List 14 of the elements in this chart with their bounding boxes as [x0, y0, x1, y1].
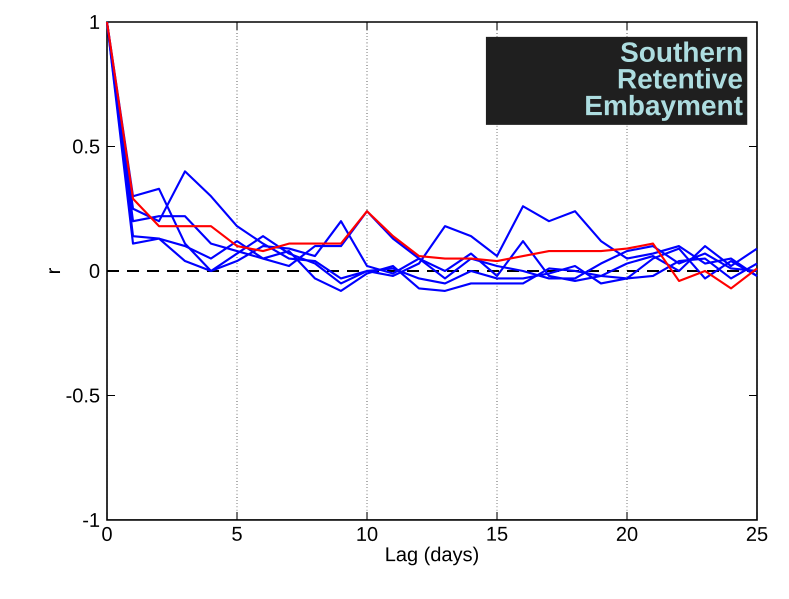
x-tick-label: 20 [616, 526, 638, 542]
y-tick-label: -1 [83, 513, 100, 527]
x-tick-label: 15 [487, 526, 508, 541]
y-tick-label: 0.5 [73, 139, 100, 154]
x-tick-label: 25 [746, 526, 768, 542]
x-tick-label: 10 [357, 526, 378, 542]
y-axis-title: r [49, 268, 60, 273]
annotation: Southern Retentive Embayment [586, 41, 743, 121]
x-axis-title: Lag (days) [386, 546, 478, 566]
x-tick-label: 5 [232, 526, 242, 541]
y-tick-label: -0.5 [66, 388, 100, 403]
y-tick-label: 1 [90, 15, 100, 29]
x-tick-label: 0 [102, 526, 112, 542]
y-tick-label: 0 [90, 264, 100, 278]
